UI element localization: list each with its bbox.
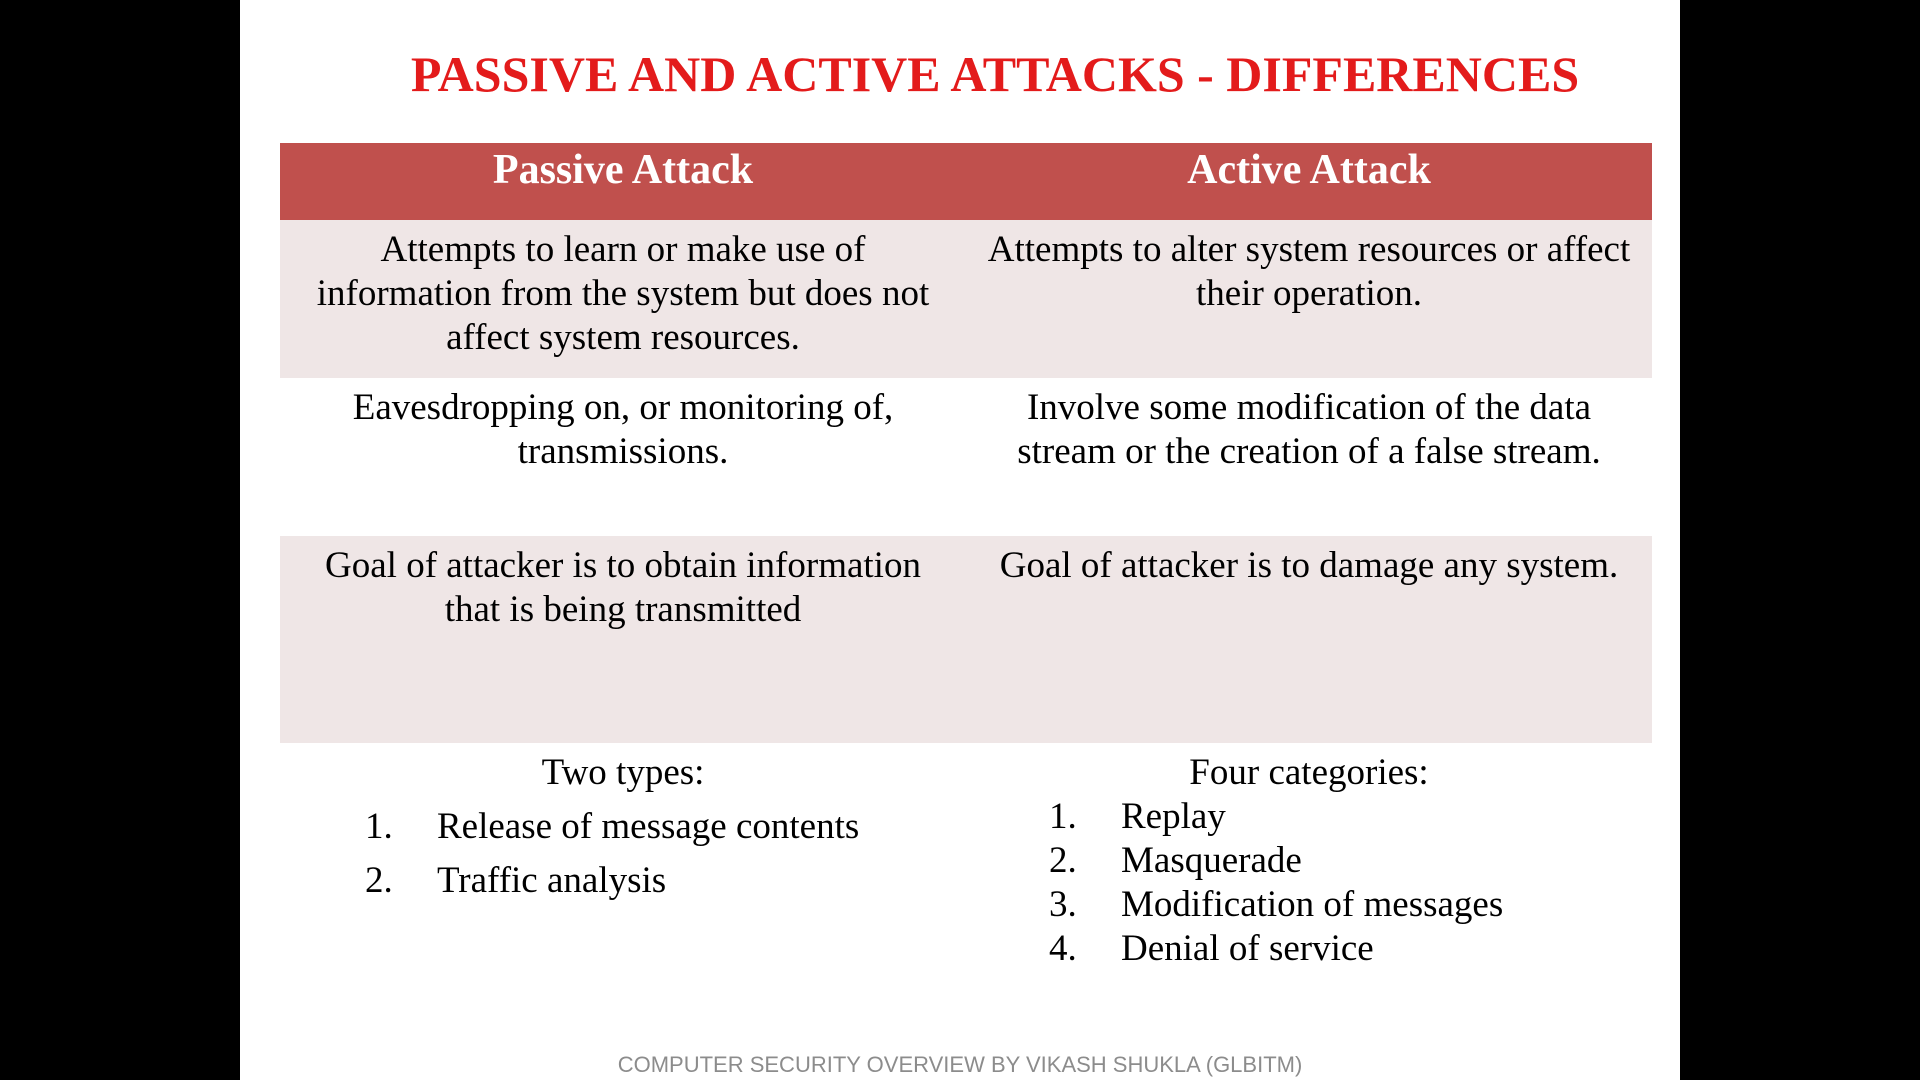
list-item: 1. Replay (1049, 795, 1632, 839)
active-types-intro: Four categories: (1189, 752, 1429, 793)
list-number: 1. (365, 806, 393, 847)
active-types-list: 1. Replay 2. Masquerade 3. Modification … (1049, 795, 1632, 971)
passive-types-cell: Two types: 1. Release of message content… (280, 743, 966, 983)
table-row: Two types: 1. Release of message content… (280, 743, 1652, 983)
list-number: 4. (1049, 928, 1077, 969)
list-number: 2. (365, 860, 393, 901)
list-text: Traffic analysis (437, 860, 667, 901)
table-row: Attempts to learn or make use of informa… (280, 220, 1652, 378)
passive-types-intro: Two types: (541, 752, 705, 793)
list-item: 2. Traffic analysis (365, 859, 946, 903)
list-item: 2. Masquerade (1049, 839, 1632, 883)
list-item: 1. Release of message contents (365, 805, 946, 849)
table-header-row: Passive Attack Active Attack (280, 143, 1652, 220)
active-cell: Goal of attacker is to damage any system… (999, 545, 1619, 586)
list-number: 3. (1049, 884, 1077, 925)
list-number: 1. (1049, 796, 1077, 837)
list-text: Masquerade (1121, 840, 1302, 881)
header-passive-attack: Passive Attack (492, 147, 754, 193)
active-types-cell: Four categories: 1. Replay 2. Masquerade… (966, 743, 1652, 983)
list-text: Release of message contents (437, 806, 860, 847)
passive-types-list: 1. Release of message contents 2. Traffi… (365, 805, 946, 903)
active-cell: Involve some modification of the data st… (1017, 387, 1601, 472)
list-text: Denial of service (1121, 928, 1374, 969)
slide: PASSIVE AND ACTIVE ATTACKS - DIFFERENCES… (240, 0, 1680, 1080)
passive-cell: Goal of attacker is to obtain informatio… (325, 545, 921, 630)
list-text: Replay (1121, 796, 1226, 837)
slide-title: PASSIVE AND ACTIVE ATTACKS - DIFFERENCES (410, 46, 1580, 102)
list-number: 2. (1049, 840, 1077, 881)
active-cell: Attempts to alter system resources or af… (987, 229, 1631, 314)
list-text: Modification of messages (1121, 884, 1504, 925)
comparison-table: Passive Attack Active Attack Attempts to… (280, 143, 1652, 983)
table-row: Eavesdropping on, or monitoring of, tran… (280, 378, 1652, 536)
passive-cell: Attempts to learn or make use of informa… (316, 229, 930, 358)
slide-footer: COMPUTER SECURITY OVERVIEW BY VIKASH SHU… (617, 1052, 1303, 1077)
passive-cell: Eavesdropping on, or monitoring of, tran… (352, 387, 894, 472)
list-item: 4. Denial of service (1049, 927, 1632, 971)
list-item: 3. Modification of messages (1049, 883, 1632, 927)
header-active-attack: Active Attack (1187, 147, 1431, 193)
table-row: Goal of attacker is to obtain informatio… (280, 536, 1652, 743)
